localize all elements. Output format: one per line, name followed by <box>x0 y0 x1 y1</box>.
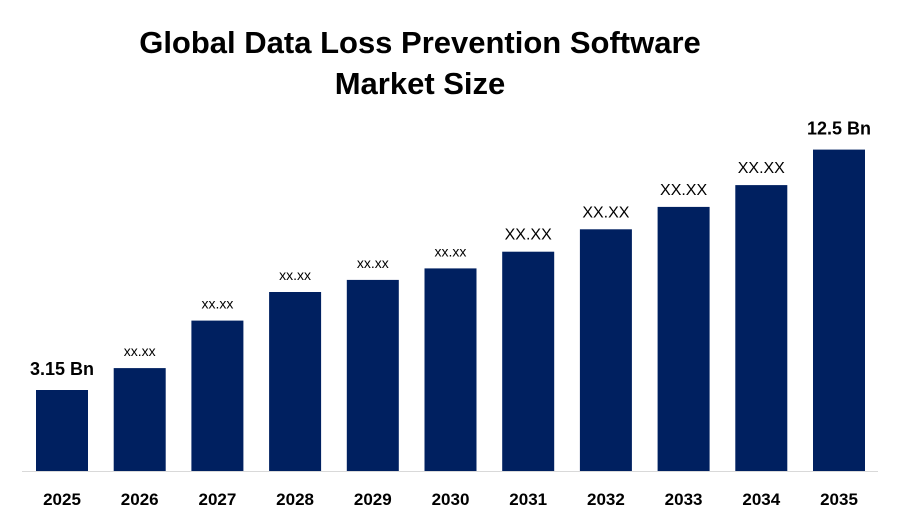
x-tick-label-2027: 2027 <box>198 490 236 509</box>
x-tick-label-2031: 2031 <box>509 490 547 509</box>
data-label-2030: xx.xx <box>435 243 467 259</box>
data-label-2032: XX.XX <box>582 204 629 221</box>
data-label-2027: xx.xx <box>201 296 233 312</box>
bar-2029 <box>346 279 399 471</box>
x-tick-label-2028: 2028 <box>276 490 314 509</box>
x-tick-label-2029: 2029 <box>354 490 392 509</box>
x-tick-label-2035: 2035 <box>820 490 858 509</box>
chart-title-line-2: Market Size <box>334 66 506 101</box>
bar-2033 <box>657 206 710 471</box>
data-label-2026: xx.xx <box>124 343 156 359</box>
data-label-2031: XX.XX <box>505 227 552 244</box>
chart-title-line-1: Global Data Loss Prevention Software <box>139 25 701 60</box>
bar-2030 <box>424 268 477 471</box>
bar-2027 <box>191 320 244 471</box>
data-label-2028: xx.xx <box>279 267 311 283</box>
x-tick-label-2034: 2034 <box>742 490 780 509</box>
bar-2026 <box>113 368 166 471</box>
chart-title: Global Data Loss Prevention Software Mar… <box>60 22 780 104</box>
x-tick-label-2032: 2032 <box>587 490 625 509</box>
x-tick-label-2030: 2030 <box>432 490 470 509</box>
bar-2028 <box>269 292 322 471</box>
data-label-2035: 12.5 Bn <box>807 119 871 139</box>
bar-2032 <box>579 229 632 471</box>
x-tick-label-2033: 2033 <box>665 490 703 509</box>
data-label-2025: 3.15 Bn <box>30 359 94 379</box>
bar-2034 <box>735 185 788 471</box>
bar-2025 <box>36 390 88 471</box>
bar-2031 <box>502 251 555 471</box>
x-tick-label-2025: 2025 <box>43 490 81 509</box>
x-tick-label-2026: 2026 <box>121 490 159 509</box>
data-label-2029: xx.xx <box>357 255 389 271</box>
data-label-2034: XX.XX <box>738 160 785 177</box>
data-label-2033: XX.XX <box>660 182 707 199</box>
bar-2035 <box>813 149 865 471</box>
